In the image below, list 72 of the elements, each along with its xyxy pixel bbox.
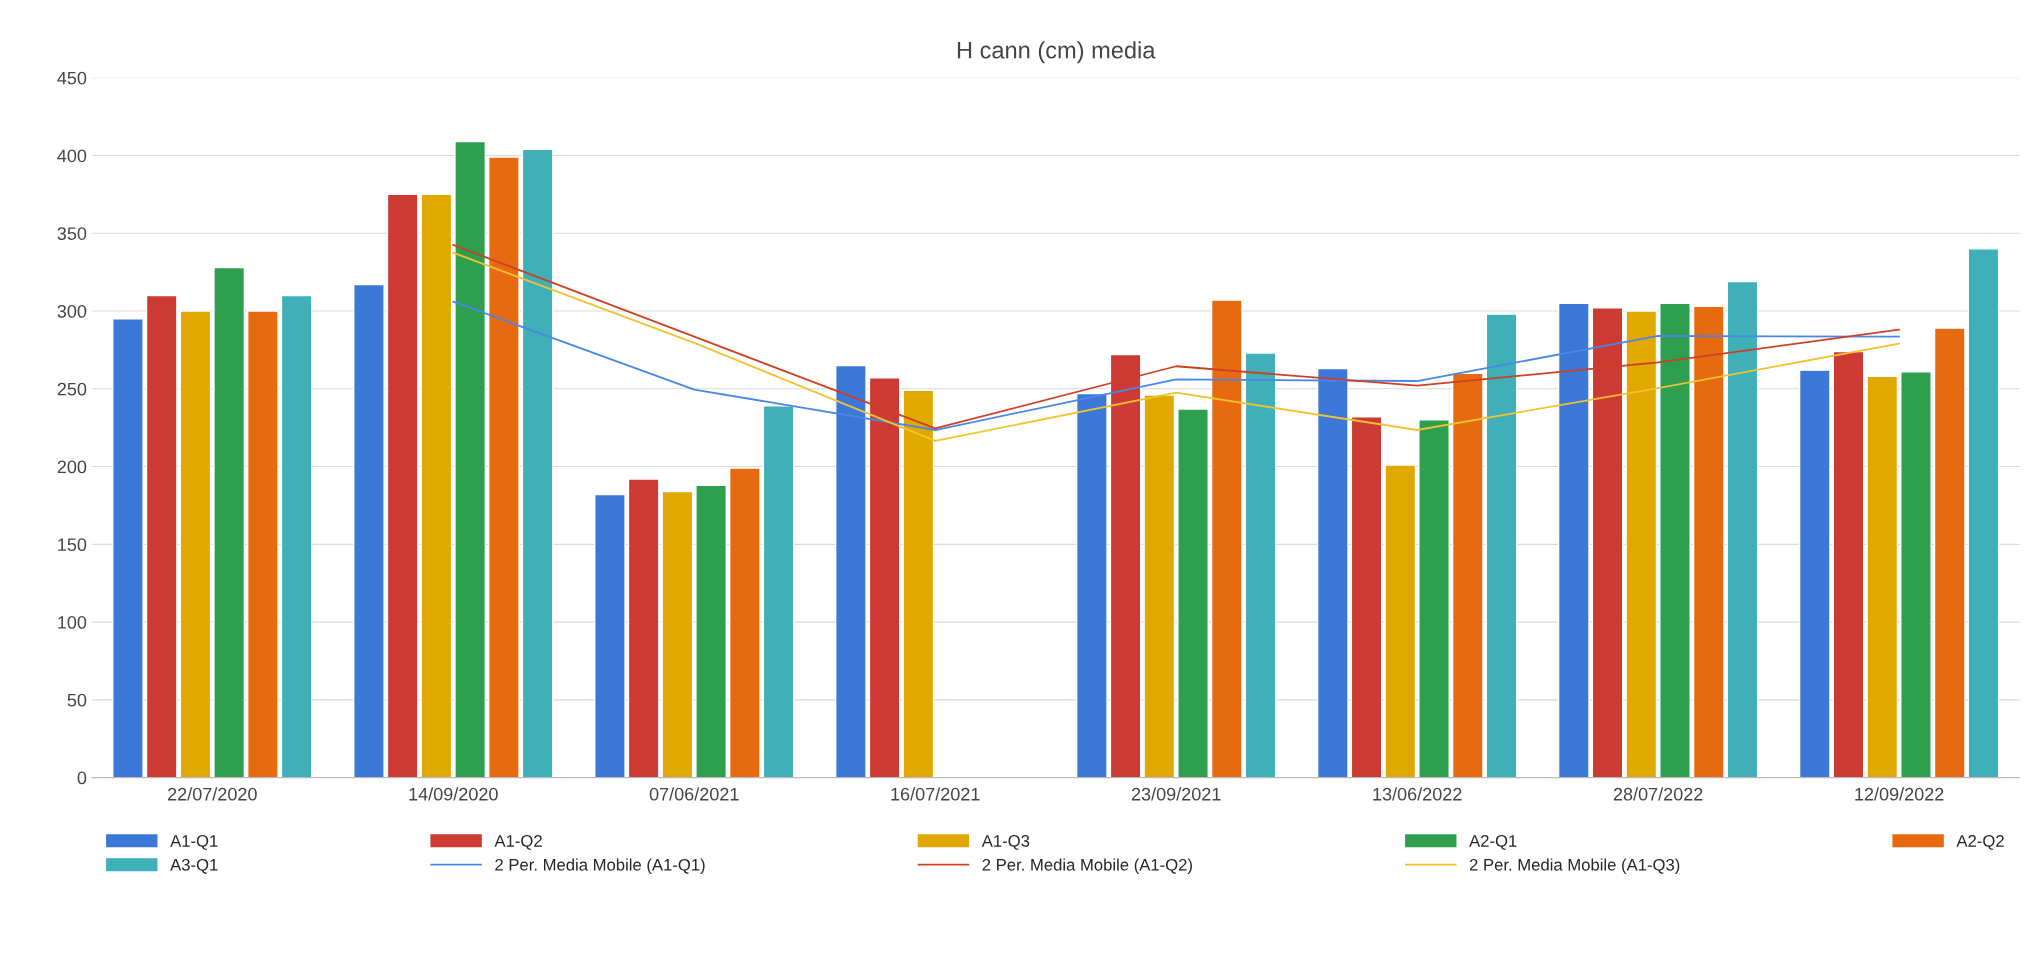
bar: [1451, 372, 1484, 778]
legend-label: A1-Q2: [494, 835, 542, 850]
bar: [1485, 313, 1518, 778]
bar: [1384, 464, 1417, 778]
y-tick-label: 300: [57, 304, 87, 318]
bar: [1557, 302, 1590, 778]
bar: [179, 310, 212, 778]
bar: [145, 294, 178, 778]
legend-label: 2 Per. Media Mobile (A1-Q3): [1469, 858, 1680, 874]
bar: [454, 140, 487, 778]
bar: [1726, 280, 1759, 778]
bar: [728, 467, 761, 778]
y-tick-label: 50: [67, 693, 87, 707]
bar: [213, 266, 246, 778]
y-tick-label: 450: [57, 71, 87, 85]
legend-label: 2 Per. Media Mobile (A1-Q1): [495, 858, 705, 874]
legend-label: A3-Q1: [170, 858, 218, 874]
y-tick-label: 0: [77, 771, 87, 785]
line-series: [452, 300, 1901, 431]
bar: [762, 405, 795, 778]
bar: [1350, 416, 1383, 778]
chart-title: H cann (cm) media: [957, 41, 1156, 64]
bar: [1316, 367, 1349, 778]
y-tick-label: 100: [58, 616, 87, 629]
x-tick-label: 07/06/2021: [649, 787, 739, 801]
bar: [247, 310, 279, 778]
bar: [1591, 307, 1624, 778]
bar: [521, 148, 554, 778]
bar: [1625, 310, 1658, 778]
bar: [868, 377, 901, 778]
y-tick-label: 400: [57, 149, 87, 163]
bar: [594, 493, 626, 778]
bar: [1967, 248, 2000, 778]
x-tick-label: 16/07/2021: [891, 787, 980, 801]
bar: [902, 389, 935, 778]
bar: [1210, 299, 1243, 778]
bar: [1798, 369, 1831, 778]
bar: [1177, 408, 1209, 778]
bar: [1900, 370, 1932, 778]
legend-label: A1-Q1: [170, 835, 218, 850]
x-tick-label: 22/07/2020: [168, 787, 257, 801]
bar: [834, 364, 867, 778]
legend-label: A2-Q1: [1469, 835, 1517, 850]
x-tick-label: 28/07/2022: [1613, 787, 1703, 801]
bar: [420, 193, 453, 778]
bar: [280, 294, 313, 778]
bar: [1933, 327, 1966, 778]
y-tick-label: 150: [58, 538, 87, 552]
bar: [1659, 302, 1691, 778]
legend-label: A1-Q3: [981, 835, 1030, 850]
bar: [112, 318, 144, 778]
bar: [1244, 352, 1277, 778]
y-tick-label: 200: [57, 460, 87, 474]
bar: [487, 156, 520, 778]
bar: [1418, 419, 1450, 778]
bar: [1109, 353, 1142, 778]
bar: [1075, 392, 1108, 778]
y-tick-label: 350: [57, 227, 87, 240]
bar: [1143, 394, 1176, 778]
x-tick-label: 23/09/2021: [1131, 787, 1221, 801]
x-tick-label: 14/09/2020: [409, 787, 498, 801]
x-tick-label: 13/06/2022: [1373, 787, 1462, 801]
bar: [695, 484, 727, 778]
bar: [1832, 350, 1865, 778]
x-tick-label: 12/09/2022: [1855, 787, 1944, 801]
bar: [1866, 375, 1899, 778]
bar: [1692, 305, 1725, 778]
y-tick-label: 250: [57, 382, 87, 396]
legend-label: A2-Q2: [1956, 835, 2004, 850]
bar: [386, 193, 419, 778]
legend-label: 2 Per. Media Mobile (A1-Q2): [982, 858, 1192, 874]
bar: [353, 283, 385, 778]
